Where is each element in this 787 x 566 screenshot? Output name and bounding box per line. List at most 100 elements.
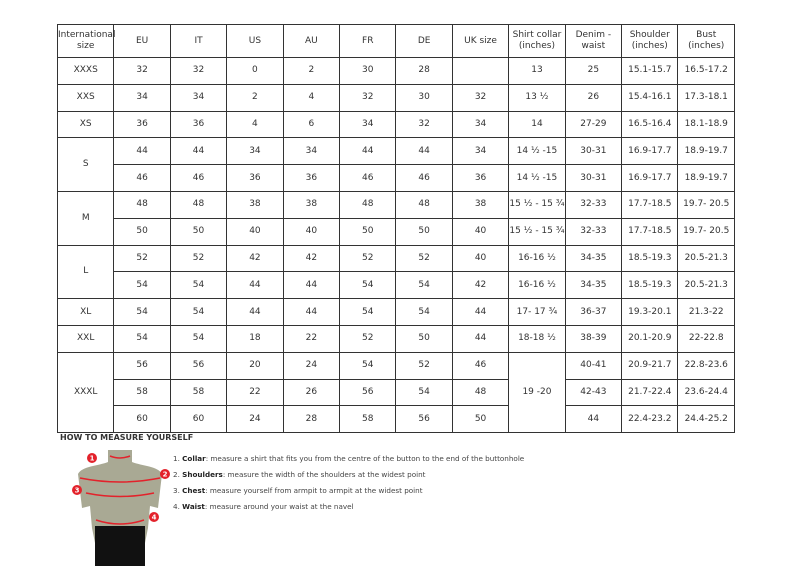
- table-cell: 46: [395, 164, 453, 192]
- column-header: DE: [395, 24, 453, 58]
- table-cell: 54: [395, 271, 453, 300]
- table-cell: 32-33: [564, 190, 623, 219]
- table-cell: 20: [226, 351, 284, 380]
- table-cell: 16.5-16.4: [621, 110, 679, 139]
- table-cell: 17- 17 ¾: [508, 298, 566, 326]
- marker-2: 2: [163, 471, 168, 479]
- table-cell: 42: [451, 271, 510, 300]
- table-cell: 16.9-17.7: [621, 164, 679, 192]
- marker-4: 4: [152, 514, 157, 522]
- column-header: International size: [56, 24, 115, 58]
- table-row: XL 54 54 44 44 54 54 44 17- 17 ¾ 36-37 19.3-20.1 21…: [56, 298, 735, 326]
- table-cell: 56: [339, 378, 397, 407]
- table-cell: 20.9-21.7: [621, 351, 679, 380]
- table-cell: 54: [339, 271, 397, 300]
- table-cell: 18.9-19.7: [677, 137, 735, 166]
- step-chest: 3. Chest: measure yourself from armpit t…: [173, 486, 423, 495]
- international-size-cell: L: [56, 244, 115, 300]
- table-cell: 21.7-22.4: [621, 378, 679, 407]
- table-cell: 32: [169, 57, 228, 85]
- table-cell: 15 ½ - 15 ¾: [508, 217, 566, 246]
- table-cell: 54: [339, 298, 397, 326]
- table-cell: 22.8-23.6: [677, 351, 735, 380]
- table-cell: 13 ½: [508, 83, 566, 112]
- table-cell: 34: [451, 110, 510, 139]
- table-cell: 19.3-20.1: [621, 298, 679, 326]
- table-cell: 54: [395, 298, 453, 326]
- collar-cell: 19 -20: [508, 351, 566, 434]
- table-cell: 27-29: [564, 110, 623, 139]
- table-cell: 42: [226, 244, 284, 273]
- table-cell: 17.7-18.5: [621, 217, 679, 246]
- international-size-cell: S: [56, 137, 115, 192]
- table-cell: 60: [113, 405, 171, 434]
- table-row: S 44 44 34 34 44 44 34 14 ½ -15 30-31 16.9-17.7 18.…: [56, 137, 735, 192]
- step-waist: 4. Waist: measure around your waist at t…: [173, 502, 354, 511]
- table-cell: 36: [451, 164, 510, 192]
- column-header: UK size: [451, 24, 510, 58]
- table-cell: 36-37: [564, 298, 623, 326]
- table-cell: 17.3-18.1: [677, 83, 735, 112]
- table-cell: 28: [395, 57, 453, 85]
- column-header: AU: [282, 24, 341, 58]
- table-cell: 16.9-17.7: [621, 137, 679, 166]
- table-cell: 44: [113, 137, 171, 166]
- table-cell: 56: [395, 405, 453, 434]
- table-cell: 18.9-19.7: [677, 164, 735, 192]
- table-cell: 34: [113, 83, 171, 112]
- table-cell: 34: [282, 137, 341, 166]
- column-header: US: [226, 24, 284, 58]
- international-size-cell: M: [56, 190, 115, 246]
- table-cell: 44: [451, 298, 510, 326]
- table-cell: 36: [113, 110, 171, 139]
- column-header: EU: [113, 24, 171, 58]
- header-row: International size EU IT US AU FR DE UK size Shi…: [56, 24, 735, 58]
- shorts-shape: [95, 526, 145, 566]
- column-header: FR: [339, 24, 397, 58]
- table-cell: 54: [339, 351, 397, 380]
- table-row: M 48 48 38 38 48 48 38 15 ½ - 15 ¾ 32-33 17.7-18.5…: [56, 190, 735, 246]
- table-cell: 38: [451, 190, 510, 219]
- table-cell: 36: [169, 110, 228, 139]
- table-cell: 60: [169, 405, 228, 434]
- size-chart-table: International size EU IT US AU FR DE UK size Shi…: [56, 24, 735, 434]
- international-size-cell: XL: [56, 298, 115, 326]
- table-cell: 18.1-18.9: [677, 110, 735, 139]
- table-cell: 22.4-23.2: [621, 405, 679, 434]
- table-cell: 50: [169, 217, 228, 246]
- column-header: Shirt collar (inches): [508, 24, 566, 58]
- table-cell: 44: [395, 137, 453, 166]
- table-cell: 17.7-18.5: [621, 190, 679, 219]
- table-cell: 50: [339, 217, 397, 246]
- table-cell: 54: [113, 324, 171, 353]
- table-cell: 52: [395, 351, 453, 380]
- marker-3: 3: [75, 487, 80, 495]
- table-cell: 48: [395, 190, 453, 219]
- table-cell: 44: [282, 271, 341, 300]
- table-cell: 56: [169, 351, 228, 380]
- table-cell: 18-18 ½: [508, 324, 566, 353]
- international-size-cell: XXXL: [56, 351, 115, 434]
- table-cell: 48: [113, 190, 171, 219]
- table-cell: 15.4-16.1: [621, 83, 679, 112]
- table-row: XXL 54 54 18 22 52 50 44 18-18 ½ 38-39 20.1-20.9 22…: [56, 324, 735, 353]
- table-cell: 52: [169, 244, 228, 273]
- table-cell: 52: [339, 324, 397, 353]
- table-cell: 56: [113, 351, 171, 380]
- table-row: 46 46 36 36 46 46 36 14 ½ -15 30-31 16.9-17.7 18.9…: [58, 164, 735, 192]
- table-cell: 25: [564, 57, 623, 85]
- table-cell: 30: [395, 83, 453, 112]
- collar-line: [109, 455, 131, 459]
- table-cell: 18.5-19.3: [621, 244, 679, 273]
- table-cell: 44: [169, 137, 228, 166]
- table-row: 60 60 24 28 58 56 50 44 22.4-23.2 24.4-25.2: [58, 405, 735, 434]
- table-cell: 22: [226, 378, 284, 407]
- table-cell: 50: [395, 324, 453, 353]
- table-cell: 48: [169, 190, 228, 219]
- chest-line: [85, 492, 155, 498]
- column-header: IT: [169, 24, 228, 58]
- table-cell: 24: [282, 351, 341, 380]
- international-size-cell: XS: [56, 110, 115, 139]
- table-row: L 52 52 42 42 52 52 40 16-16 ½ 34-35 18.5-19.3 20.5…: [56, 244, 735, 300]
- table-cell: 22: [282, 324, 341, 353]
